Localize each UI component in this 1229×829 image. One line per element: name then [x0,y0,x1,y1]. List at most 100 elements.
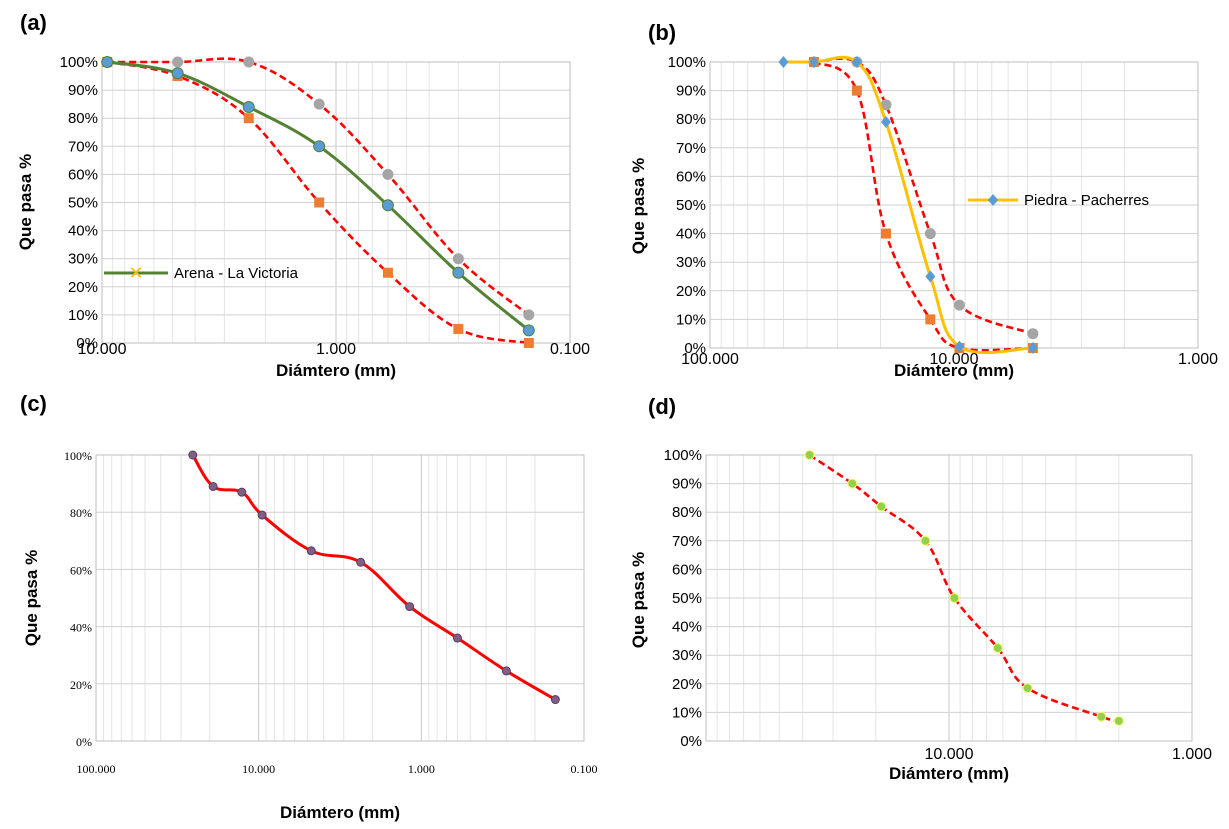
y-tick-label: 40% [70,621,92,635]
y-tick-label: 30% [68,251,98,268]
series-line-limit [813,57,1034,335]
y-tick-label: 50% [68,195,98,212]
data-point [172,56,184,68]
x-axis-label: Diámtero (mm) [280,803,400,822]
legend: Piedra - Pacherres [968,192,1149,209]
y-axis-label: Que pasa % [629,158,648,254]
y-tick-label: 50% [672,590,702,607]
data-point [452,253,464,265]
y-tick-label: 10% [68,307,98,324]
y-tick-label: 0% [76,735,92,749]
x-tick-label: 100.000 [77,762,116,776]
data-point [242,100,255,113]
y-tick-label: 20% [672,676,702,693]
y-tick-label: 80% [68,110,98,127]
data-point [925,270,936,283]
y-tick-label: 60% [68,166,98,183]
x-axis-label: Diámtero (mm) [276,361,396,380]
data-point [880,99,892,111]
data-point [257,510,267,520]
data-point [188,450,198,460]
y-tick-label: 0% [680,733,702,750]
x-tick-label: 1.000 [1172,746,1212,763]
x-tick-label: 10.000 [78,341,127,358]
data-point [851,56,862,68]
data-point [243,113,254,124]
data-point [313,140,326,153]
x-axis-label: Diámtero (mm) [889,764,1009,783]
data-point [550,695,560,705]
data-point [949,593,960,603]
panel-letter: (c) [20,391,47,416]
data-point [808,56,819,68]
legend: ✕ Arena - La Victoria [104,263,299,284]
data-point [953,299,965,311]
y-tick-label: 40% [68,223,98,240]
x-tick-label: 1.000 [408,762,435,776]
data-point [523,338,534,348]
panel-b: (b) 0% 10% 20% 30% 40% 50% 60% 70% 80% 90% 100% 100.… [629,20,1218,380]
x-tick-label: 0.100 [550,341,590,358]
y-tick-label: 70% [68,138,98,155]
data-point [523,309,535,321]
x-tick-label: 100.000 [681,351,739,368]
y-tick-label: 40% [676,226,706,243]
legend-marker: ✕ [128,263,143,284]
panel-d: (d) 0% 10% 20% 30% 40% 50% 60% 70% 80% 90% 100% 10.0… [629,394,1212,783]
y-axis-label: Que pasa % [629,552,648,648]
y-tick-label: 60% [676,168,706,185]
series-line-limit [813,60,1033,352]
y-tick-label: 20% [68,279,98,296]
y-tick-label: 30% [676,254,706,271]
data-point [1113,715,1124,726]
data-point [778,56,789,68]
data-point [243,56,255,68]
x-tick-label: 10.000 [930,351,979,368]
legend-label: Arena - La Victoria [174,265,299,282]
y-tick-label: 90% [676,83,706,100]
series-line-limit [107,57,530,316]
series-line-limit [191,454,557,701]
data-point [920,535,931,546]
y-tick-label: 0% [684,340,706,357]
panel-a: (a) 0% 10% 20% 30% 40% 50% 60% 70% 80% 90% 100% 10.0… [16,10,590,380]
y-tick-label: 100% [64,449,92,463]
y-tick-label: 90% [672,476,702,493]
data-point [306,546,316,556]
y-tick-label: 10% [676,311,706,328]
legend-marker [988,194,998,206]
y-tick-label: 60% [70,563,92,577]
data-point [501,666,511,676]
data-point [847,478,858,489]
y-tick-label: 80% [672,504,702,521]
y-tick-label: 80% [70,506,92,520]
y-tick-label: 50% [676,197,706,214]
data-point [381,199,394,212]
data-point [314,197,325,208]
data-point [804,450,815,460]
data-point [382,267,393,278]
data-point [1096,711,1107,722]
data-point [876,501,887,512]
x-tick-label: 1.000 [316,341,356,358]
y-tick-label: 10% [672,704,702,721]
y-tick-label: 30% [672,647,702,664]
x-axis-label: Diámtero (mm) [894,361,1014,380]
plot-area [709,61,1199,349]
y-tick-label: 100% [668,54,706,71]
x-tick-label: 10.000 [925,746,974,763]
y-tick-label: 70% [672,533,702,550]
y-tick-label: 0% [76,335,98,352]
data-point [880,116,891,129]
y-tick-label: 40% [672,619,702,636]
panel-c: (c) 0% 20% 40% 60% 80% 100% 100.000 10.000 1.000 0… [20,391,598,822]
data-point [452,266,465,279]
data-point [382,168,394,180]
y-tick-label: 60% [672,561,702,578]
data-point [925,314,936,325]
y-tick-label: 20% [70,678,92,692]
data-point [1022,683,1033,694]
panel-letter: (d) [648,394,676,419]
plot-area [101,61,571,344]
